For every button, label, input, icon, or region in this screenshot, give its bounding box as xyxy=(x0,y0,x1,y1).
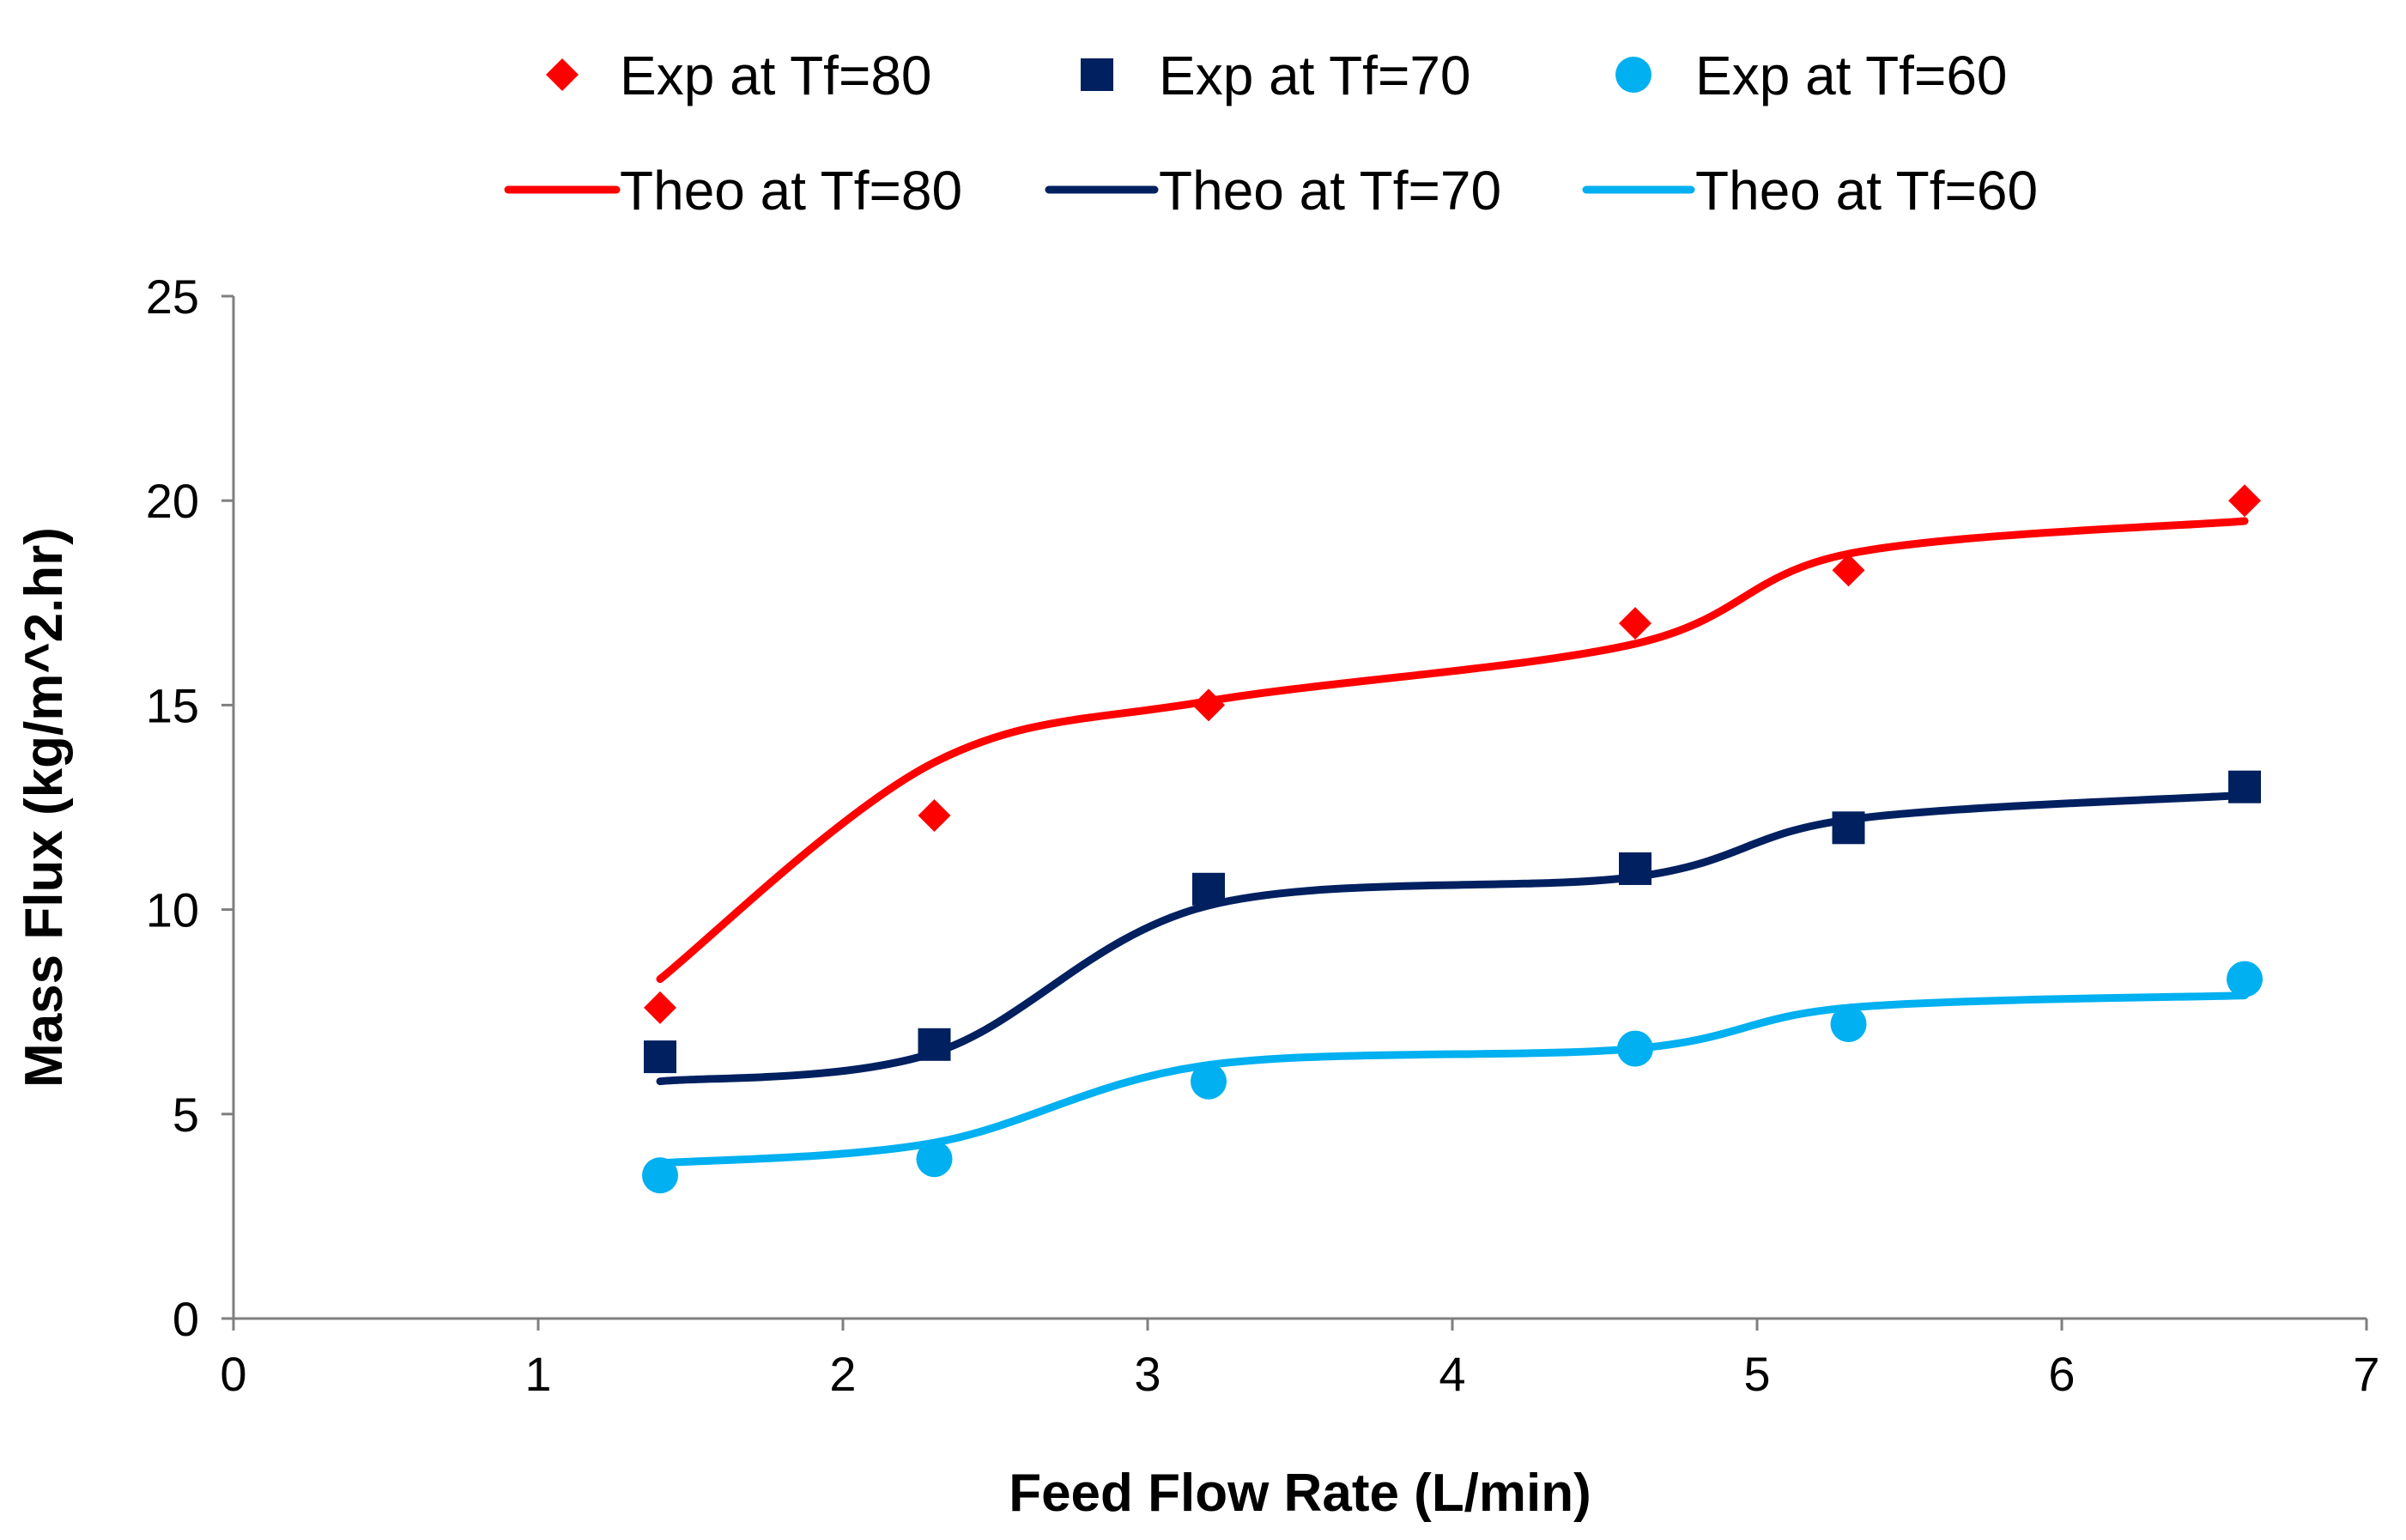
exp-at-tf-80-point xyxy=(644,991,676,1024)
exp-at-tf-60-point xyxy=(1830,1005,1867,1042)
theo-at-tf-70-line xyxy=(656,791,2249,1086)
exp-at-tf-80-point xyxy=(1192,688,1225,722)
axes xyxy=(232,296,2367,1320)
theo-at-tf-80-line xyxy=(656,517,2249,984)
y-axis-ticks: 0 5 10 15 20 25 xyxy=(146,270,233,1346)
x-tick-label: 4 xyxy=(1439,1347,1465,1401)
exp-at-tf-70-point xyxy=(644,1040,676,1074)
theory-lines xyxy=(656,517,2249,1167)
exp-at-tf-80-point xyxy=(1832,554,1865,587)
legend-exp-at-tf-70-marker xyxy=(1081,58,1113,91)
legend-label: Exp at Tf=80 xyxy=(620,45,932,106)
y-tick-label: 25 xyxy=(146,270,199,324)
exp-at-tf-60-point xyxy=(1617,1030,1653,1067)
exp-at-tf-60-point xyxy=(916,1141,953,1178)
exp-at-tf-80-point xyxy=(918,799,951,833)
x-tick-label: 6 xyxy=(2048,1347,2075,1401)
exp-at-tf-60-point xyxy=(642,1157,678,1194)
exp-at-tf-80-point xyxy=(1619,607,1651,640)
x-axis-ticks: 0 1 2 3 4 5 6 7 xyxy=(220,1319,2380,1401)
exp-at-tf-70-point xyxy=(1832,811,1865,845)
theo-at-tf-60-line xyxy=(656,991,2249,1167)
x-axis-title: Feed Flow Rate (L/min) xyxy=(1009,1464,1591,1523)
x-tick-label: 0 xyxy=(220,1347,246,1401)
y-axis-title: Mass Flux (kg/m^2.hr) xyxy=(15,527,74,1088)
exp-at-tf-60-point xyxy=(2227,961,2263,997)
exp-at-tf-80-point xyxy=(2228,484,2261,518)
legend-label: Exp at Tf=70 xyxy=(1159,45,1471,106)
x-tick-label: 1 xyxy=(524,1347,551,1401)
x-tick-label: 2 xyxy=(829,1347,856,1401)
legend-label: Exp at Tf=60 xyxy=(1695,45,2008,106)
exp-at-tf-70-point xyxy=(1619,852,1651,885)
legend-label: Theo at Tf=80 xyxy=(620,160,962,221)
x-tick-label: 7 xyxy=(2353,1347,2379,1401)
y-tick-label: 20 xyxy=(146,474,199,528)
legend-label: Theo at Tf=60 xyxy=(1695,160,2038,221)
legend-exp-at-tf-80-marker xyxy=(546,58,579,91)
x-tick-label: 5 xyxy=(1743,1347,1770,1401)
legend: Exp at Tf=80 Exp at Tf=70 Exp at Tf=60 Theo… xyxy=(504,45,2038,221)
exp-at-tf-70-point xyxy=(1192,872,1225,906)
y-tick-label: 10 xyxy=(146,883,199,937)
y-tick-label: 15 xyxy=(146,678,199,732)
experiment-markers xyxy=(642,484,2263,1194)
exp-at-tf-70-point xyxy=(918,1028,951,1061)
legend-exp-at-tf-60-marker xyxy=(1615,57,1651,93)
legend-label: Theo at Tf=70 xyxy=(1159,160,1501,221)
exp-at-tf-60-point xyxy=(1191,1063,1227,1100)
y-tick-label: 5 xyxy=(173,1088,199,1142)
exp-at-tf-70-point xyxy=(2228,770,2261,803)
y-tick-label: 0 xyxy=(173,1292,199,1346)
x-tick-label: 3 xyxy=(1134,1347,1161,1401)
